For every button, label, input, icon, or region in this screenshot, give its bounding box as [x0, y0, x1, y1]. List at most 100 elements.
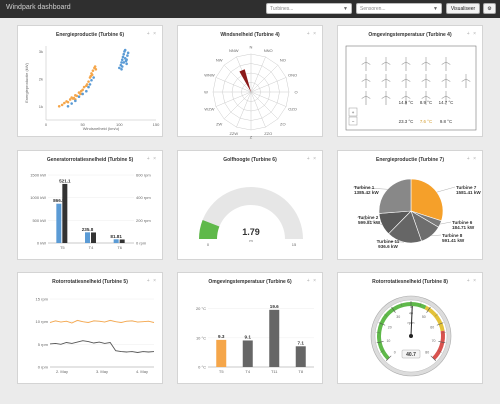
gauge-tick [430, 355, 436, 361]
y-tick-label: 0 rpm [38, 365, 49, 370]
bar[interactable] [119, 239, 125, 243]
zoom-in-button[interactable] [348, 107, 358, 117]
settings-button[interactable]: ⚙ [483, 3, 496, 14]
direction-label: ZZW [229, 131, 238, 136]
y2-tick-label: 200 rpm [136, 218, 151, 223]
scatter-point [120, 58, 124, 62]
wind-turbine-icon[interactable] [441, 91, 451, 105]
sensors-select[interactable]: Sensoren... ▼ [356, 3, 442, 14]
panel-controls[interactable]: + × [146, 278, 157, 284]
pie-connector [352, 186, 388, 190]
panel-controls[interactable]: + × [146, 156, 157, 162]
gear-icon: ⚙ [487, 6, 492, 12]
bar-value-label: 9.1 [245, 334, 252, 339]
bar[interactable] [216, 339, 227, 367]
scatter-point [126, 54, 129, 57]
panel-controls[interactable]: + × [306, 156, 317, 162]
direction-label: N [250, 45, 253, 50]
bar-value-label: 521.1 [59, 178, 71, 183]
panel-energy-production-t6: Energieproductie (Turbine 6) + × 1k 2k 3k 0… [17, 25, 163, 137]
y-tick-label: 0 kW [37, 241, 46, 246]
bar[interactable] [242, 340, 253, 367]
scatter-point [126, 51, 130, 55]
panel-title: Windsnelheid (Turbine 4) [220, 32, 280, 38]
wind-turbine-icon[interactable] [361, 74, 371, 88]
panel-controls[interactable]: + × [466, 278, 477, 284]
gauge-max-label: 15 [292, 242, 297, 247]
wind-turbine-icon[interactable] [361, 57, 371, 71]
scatter-point [87, 80, 90, 83]
temperature-reading: 8.9 °C [420, 100, 432, 105]
wind-turbine-icon[interactable] [381, 57, 391, 71]
bar[interactable] [113, 239, 119, 243]
bar[interactable] [269, 309, 280, 367]
panel-energy-production-t7: Energieproductie (Turbine 7) + × Turbine… [337, 150, 483, 260]
direction-label: WNW [204, 72, 215, 77]
scatter-point [66, 104, 70, 108]
panel-title: Rotorrotatiesnelheid (Turbine 8) [372, 279, 448, 285]
x-axis-label: Windsnelheid (km/u) [83, 126, 120, 131]
scatter-point [92, 76, 95, 79]
wave-height-gauge: 1.79m 0 15 [199, 187, 303, 247]
bar[interactable] [56, 203, 62, 243]
direction-label: OZO [288, 107, 297, 112]
temperature-reading: 7.6 °C [420, 119, 432, 124]
wind-turbine-icon[interactable] [421, 57, 431, 71]
turbine-map: 14.9 °C 8.9 °C 14.7 °C23.3 °C 7.6 °C 9.8 °C … [345, 45, 477, 131]
pie-slice[interactable] [378, 178, 412, 214]
scatter-point [89, 74, 93, 78]
wind-turbine-icon[interactable] [421, 74, 431, 88]
wind-turbine-icon[interactable] [441, 57, 451, 71]
panel-controls[interactable]: + × [466, 31, 477, 37]
wind-turbine-icon[interactable] [441, 74, 451, 88]
polar-chart: N NNO NO ONO O OZO ZO ZZO Z ZZW ZW WZW W WNW NW NNW [204, 45, 297, 140]
panel-wind-speed-t4: Windsnelheid (Turbine 4) + × N NNO NO ONO O O… [177, 25, 323, 140]
panel-controls[interactable]: + × [306, 31, 317, 37]
wind-turbine-icon[interactable] [361, 91, 371, 105]
top-navbar: Windpark dashboard Turbines... ▼ Sensore… [0, 0, 500, 18]
turbines-select[interactable]: Turbines... ▼ [266, 3, 352, 14]
gauge-tick [380, 350, 384, 353]
x-tick-label: T6 [117, 245, 122, 250]
wind-turbine-icon[interactable] [381, 91, 391, 105]
gauge-tick-label: 70 [432, 339, 436, 343]
wind-turbine-icon[interactable] [401, 57, 411, 71]
x-tick-label: T5 [60, 245, 65, 250]
gauge-tick [378, 322, 386, 326]
bar[interactable] [295, 346, 306, 367]
wind-turbine-icon[interactable] [421, 91, 431, 105]
scatter-point [121, 55, 125, 59]
bar[interactable] [91, 232, 96, 243]
scatter-point [120, 67, 123, 71]
bar[interactable] [62, 183, 68, 243]
scatter-point [87, 85, 90, 89]
polar-spoke [236, 91, 252, 128]
y-tick-label: 20 °C [196, 306, 206, 311]
pie-slice[interactable] [410, 178, 444, 222]
wind-direction-wedge [239, 69, 251, 92]
wind-turbine-icon[interactable] [461, 74, 471, 88]
panel-controls[interactable]: + × [146, 31, 157, 37]
wind-turbine-icon[interactable] [401, 74, 411, 88]
wind-turbine-icon[interactable] [381, 74, 391, 88]
turbines-select-placeholder: Turbines... [270, 6, 294, 12]
scatter-point [66, 100, 70, 104]
pie-slice-value: 591.41 kW [442, 238, 465, 243]
wind-turbine-icon[interactable] [401, 91, 411, 105]
zoom-out-button[interactable] [348, 116, 358, 126]
y-tick-label: 5 rpm [38, 342, 49, 347]
gauge-band-yellow [424, 305, 445, 332]
bar-value-label: 9.3 [218, 334, 225, 339]
pie-connector [431, 234, 442, 236]
visualize-button[interactable]: Visualiseer [446, 3, 480, 14]
bar[interactable] [85, 232, 90, 243]
scatter-point [118, 66, 121, 70]
polar-spoke [215, 77, 252, 93]
direction-label: ONO [288, 72, 297, 77]
panel-controls[interactable]: + × [466, 156, 477, 162]
line-series [49, 319, 155, 324]
gauge-tick-label: 50 [422, 315, 426, 319]
x-tick-label: 100 [116, 122, 123, 127]
panel-controls[interactable]: + × [306, 278, 317, 284]
polar-spoke [250, 64, 279, 93]
